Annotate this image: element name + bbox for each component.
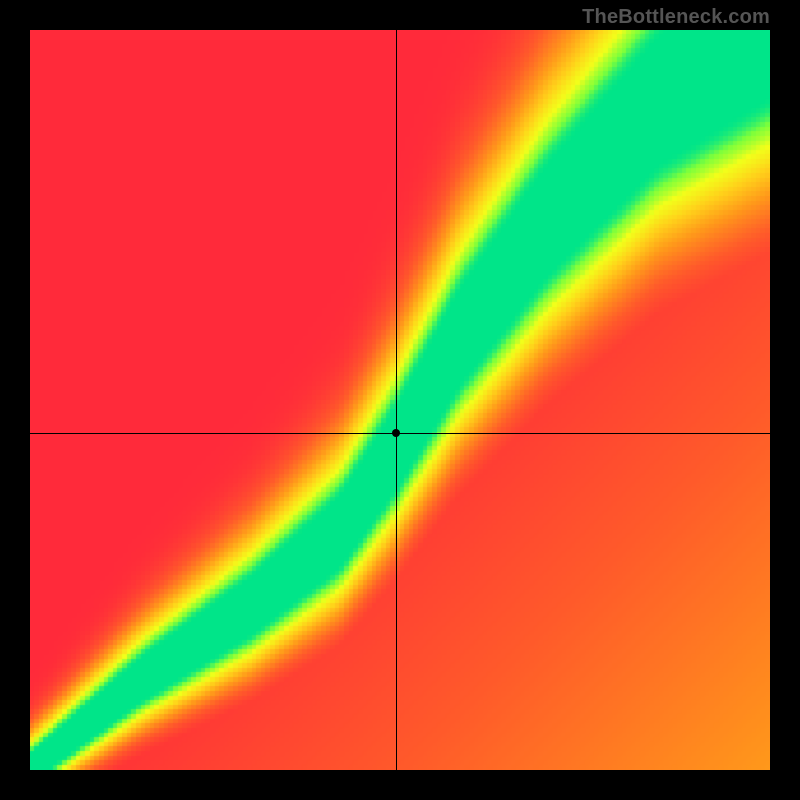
heatmap-canvas: [30, 30, 770, 770]
watermark-text: TheBottleneck.com: [582, 6, 770, 29]
crosshair-vertical: [396, 30, 397, 770]
chart-container: TheBottleneck.com: [0, 0, 800, 800]
